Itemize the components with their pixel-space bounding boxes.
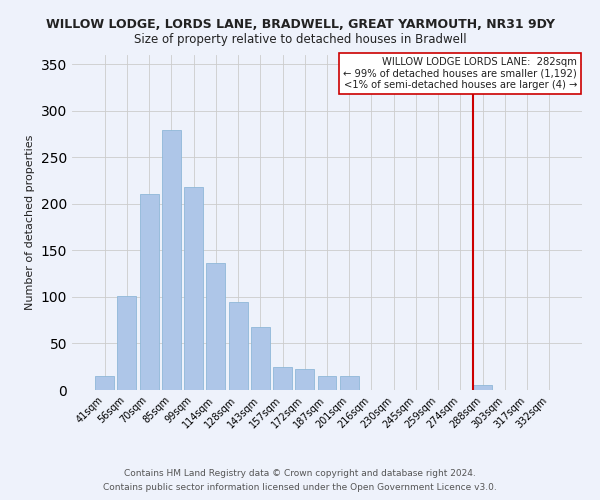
Bar [95,376,114,390]
Y-axis label: Number of detached properties: Number of detached properties [25,135,35,310]
Bar [317,376,337,390]
Bar [473,386,492,390]
Bar [295,368,314,390]
Bar [229,302,248,390]
Bar [340,376,359,390]
Bar [162,130,181,390]
Text: Size of property relative to detached houses in Bradwell: Size of property relative to detached ho… [134,32,466,46]
Bar [184,187,203,390]
Text: WILLOW LODGE, LORDS LANE, BRADWELL, GREAT YARMOUTH, NR31 9DY: WILLOW LODGE, LORDS LANE, BRADWELL, GREA… [46,18,554,30]
Bar [206,262,225,390]
Bar [251,326,270,390]
Bar [140,194,158,390]
Bar [273,366,292,390]
Bar [118,296,136,390]
Text: WILLOW LODGE LORDS LANE:  282sqm
← 99% of detached houses are smaller (1,192)
<1: WILLOW LODGE LORDS LANE: 282sqm ← 99% of… [343,56,577,90]
Text: Contains HM Land Registry data © Crown copyright and database right 2024.: Contains HM Land Registry data © Crown c… [124,468,476,477]
Text: Contains public sector information licensed under the Open Government Licence v3: Contains public sector information licen… [103,484,497,492]
